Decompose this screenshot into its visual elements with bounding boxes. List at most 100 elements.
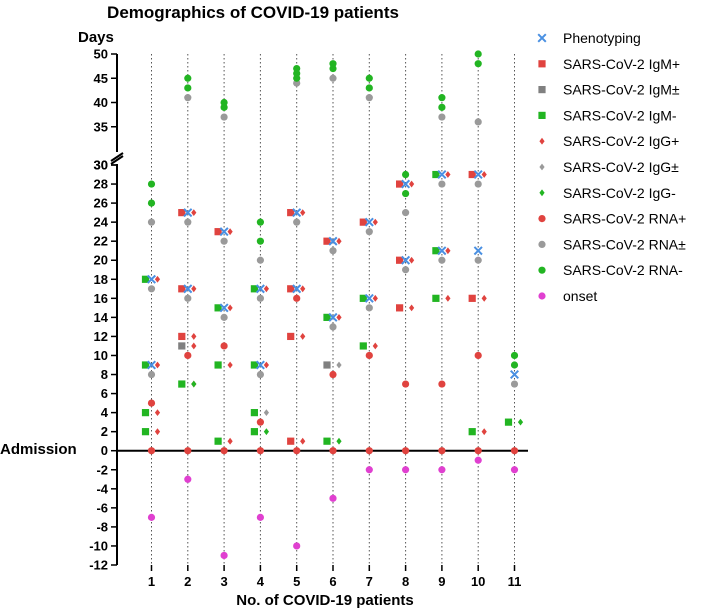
legend-marker — [538, 111, 546, 119]
point-igg-pos — [409, 180, 415, 188]
legend-item: SARS-CoV-2 IgM- — [538, 107, 677, 123]
y-upper-tick-label-40: 40 — [94, 95, 108, 110]
series-rna-pos — [147, 294, 519, 455]
x-tick-label-5: 5 — [293, 574, 300, 589]
point-igm-neg — [214, 304, 222, 312]
point-igm-neg — [250, 285, 258, 293]
point-rna-pos — [329, 370, 337, 379]
point-igm-eq — [178, 342, 186, 350]
point-rna-eq — [438, 256, 446, 264]
point-phenotyping — [473, 246, 483, 256]
point-igg-pos — [336, 313, 342, 321]
point-igm-neg — [504, 418, 513, 426]
y-lower-tick-label-24: 24 — [94, 215, 109, 230]
point-igg-pos — [154, 275, 161, 283]
point-igm-pos — [287, 285, 295, 293]
point-rna-neg — [220, 98, 228, 107]
point-igg-pos — [372, 342, 378, 350]
legend-label: SARS-CoV-2 IgM- — [563, 107, 677, 123]
point-onset — [220, 551, 228, 560]
y-lower-tick-label--12: -12 — [89, 558, 108, 573]
y-lower-tick-label-2: 2 — [101, 424, 108, 439]
point-rna-eq — [220, 113, 228, 121]
legend-marker — [538, 60, 546, 68]
point-phenotyping — [509, 370, 520, 380]
point-igg-pos — [191, 209, 197, 217]
point-rna-pos — [510, 447, 519, 455]
point-igm-neg — [468, 428, 476, 436]
point-igg-eq — [263, 409, 269, 417]
point-rna-eq — [184, 94, 192, 102]
point-rna-eq — [474, 180, 482, 188]
point-phenotyping — [364, 217, 374, 227]
y-lower-tick-label-12: 12 — [94, 329, 108, 344]
point-rna-pos — [256, 418, 264, 426]
point-rna-neg — [474, 60, 482, 68]
point-rna-eq — [474, 118, 482, 126]
legend-item: SARS-CoV-2 IgG± — [539, 159, 679, 175]
point-igm-pos — [287, 332, 295, 341]
grid-lines — [151, 54, 515, 565]
point-rna-pos — [220, 447, 228, 455]
legend-label: SARS-CoV-2 RNA+ — [563, 211, 686, 227]
point-igg-pos — [300, 437, 306, 445]
point-igm-neg — [214, 437, 222, 445]
axis-break-mark — [110, 155, 124, 165]
legend-label: SARS-CoV-2 IgG+ — [563, 133, 679, 149]
point-igm-pos — [287, 437, 295, 445]
y-lower-tick-label--2: -2 — [96, 462, 108, 477]
point-rna-neg — [402, 189, 410, 198]
legend: Phenotyping SARS-CoV-2 IgM+ SARS-CoV-2 IgM… — [537, 30, 686, 304]
point-igm-neg — [359, 342, 367, 350]
point-phenotyping — [219, 227, 229, 237]
point-igm-pos — [396, 180, 404, 188]
point-onset — [147, 513, 156, 521]
point-rna-neg — [293, 64, 301, 73]
legend-item: SARS-CoV-2 IgG- — [539, 185, 676, 201]
point-phenotyping — [437, 246, 447, 256]
point-rna-neg — [147, 199, 156, 207]
point-phenotyping — [473, 170, 483, 180]
point-rna-pos — [438, 380, 446, 388]
y-lower-tick-label-18: 18 — [94, 272, 108, 287]
point-igg-pos — [191, 342, 197, 350]
point-onset — [510, 466, 519, 474]
point-igm-pos — [178, 209, 186, 217]
point-igm-pos — [178, 285, 186, 293]
point-igm-neg — [178, 380, 186, 388]
point-igm-neg — [141, 361, 150, 369]
point-phenotyping — [255, 360, 265, 370]
point-igm-pos — [396, 304, 404, 312]
point-rna-pos — [474, 351, 482, 360]
series-rna-neg — [147, 50, 519, 369]
point-onset — [474, 456, 482, 464]
x-tick-label-2: 2 — [184, 574, 191, 589]
point-rna-eq — [402, 209, 410, 217]
point-igm-neg — [323, 437, 331, 445]
point-rna-eq — [184, 294, 192, 302]
point-rna-pos — [293, 447, 301, 455]
point-igm-neg — [432, 247, 440, 255]
point-rna-eq — [438, 113, 446, 121]
baseline-label: Admission — [0, 441, 77, 458]
legend-item: onset — [538, 288, 597, 304]
point-rna-eq — [256, 370, 264, 379]
x-tick-label-10: 10 — [471, 574, 485, 589]
point-igm-neg — [432, 170, 440, 179]
point-igm-neg — [432, 294, 440, 302]
point-igg-pos — [154, 361, 161, 369]
point-phenotyping — [364, 293, 374, 303]
point-igm-pos — [468, 170, 476, 179]
point-rna-eq — [256, 256, 264, 264]
y-lower-tick-label-14: 14 — [94, 310, 109, 325]
legend-label: SARS-CoV-2 IgM+ — [563, 56, 680, 72]
point-rna-pos — [365, 351, 373, 360]
point-rna-neg — [184, 74, 192, 82]
y-lower-tick-label--8: -8 — [96, 519, 108, 534]
point-rna-eq — [329, 323, 337, 331]
y-ticks: -12-10-8-6-4-202468101214161820222426283… — [89, 47, 117, 573]
point-igg-pos — [300, 333, 306, 340]
series-igm-pos — [178, 170, 476, 445]
legend-marker — [538, 266, 546, 274]
legend-label: SARS-CoV-2 IgG- — [563, 185, 676, 201]
